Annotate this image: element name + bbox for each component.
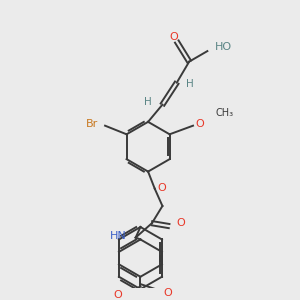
Text: O: O	[177, 218, 185, 228]
Text: O: O	[195, 119, 204, 129]
Text: HN: HN	[110, 231, 127, 241]
Text: CH₃: CH₃	[215, 108, 233, 118]
Text: O: O	[164, 288, 172, 298]
Text: O: O	[113, 290, 122, 300]
Text: O: O	[169, 32, 178, 42]
Text: HO: HO	[215, 42, 232, 52]
Text: O: O	[158, 183, 166, 193]
Text: H: H	[144, 97, 152, 107]
Text: Br: Br	[86, 119, 98, 129]
Text: H: H	[186, 79, 194, 88]
